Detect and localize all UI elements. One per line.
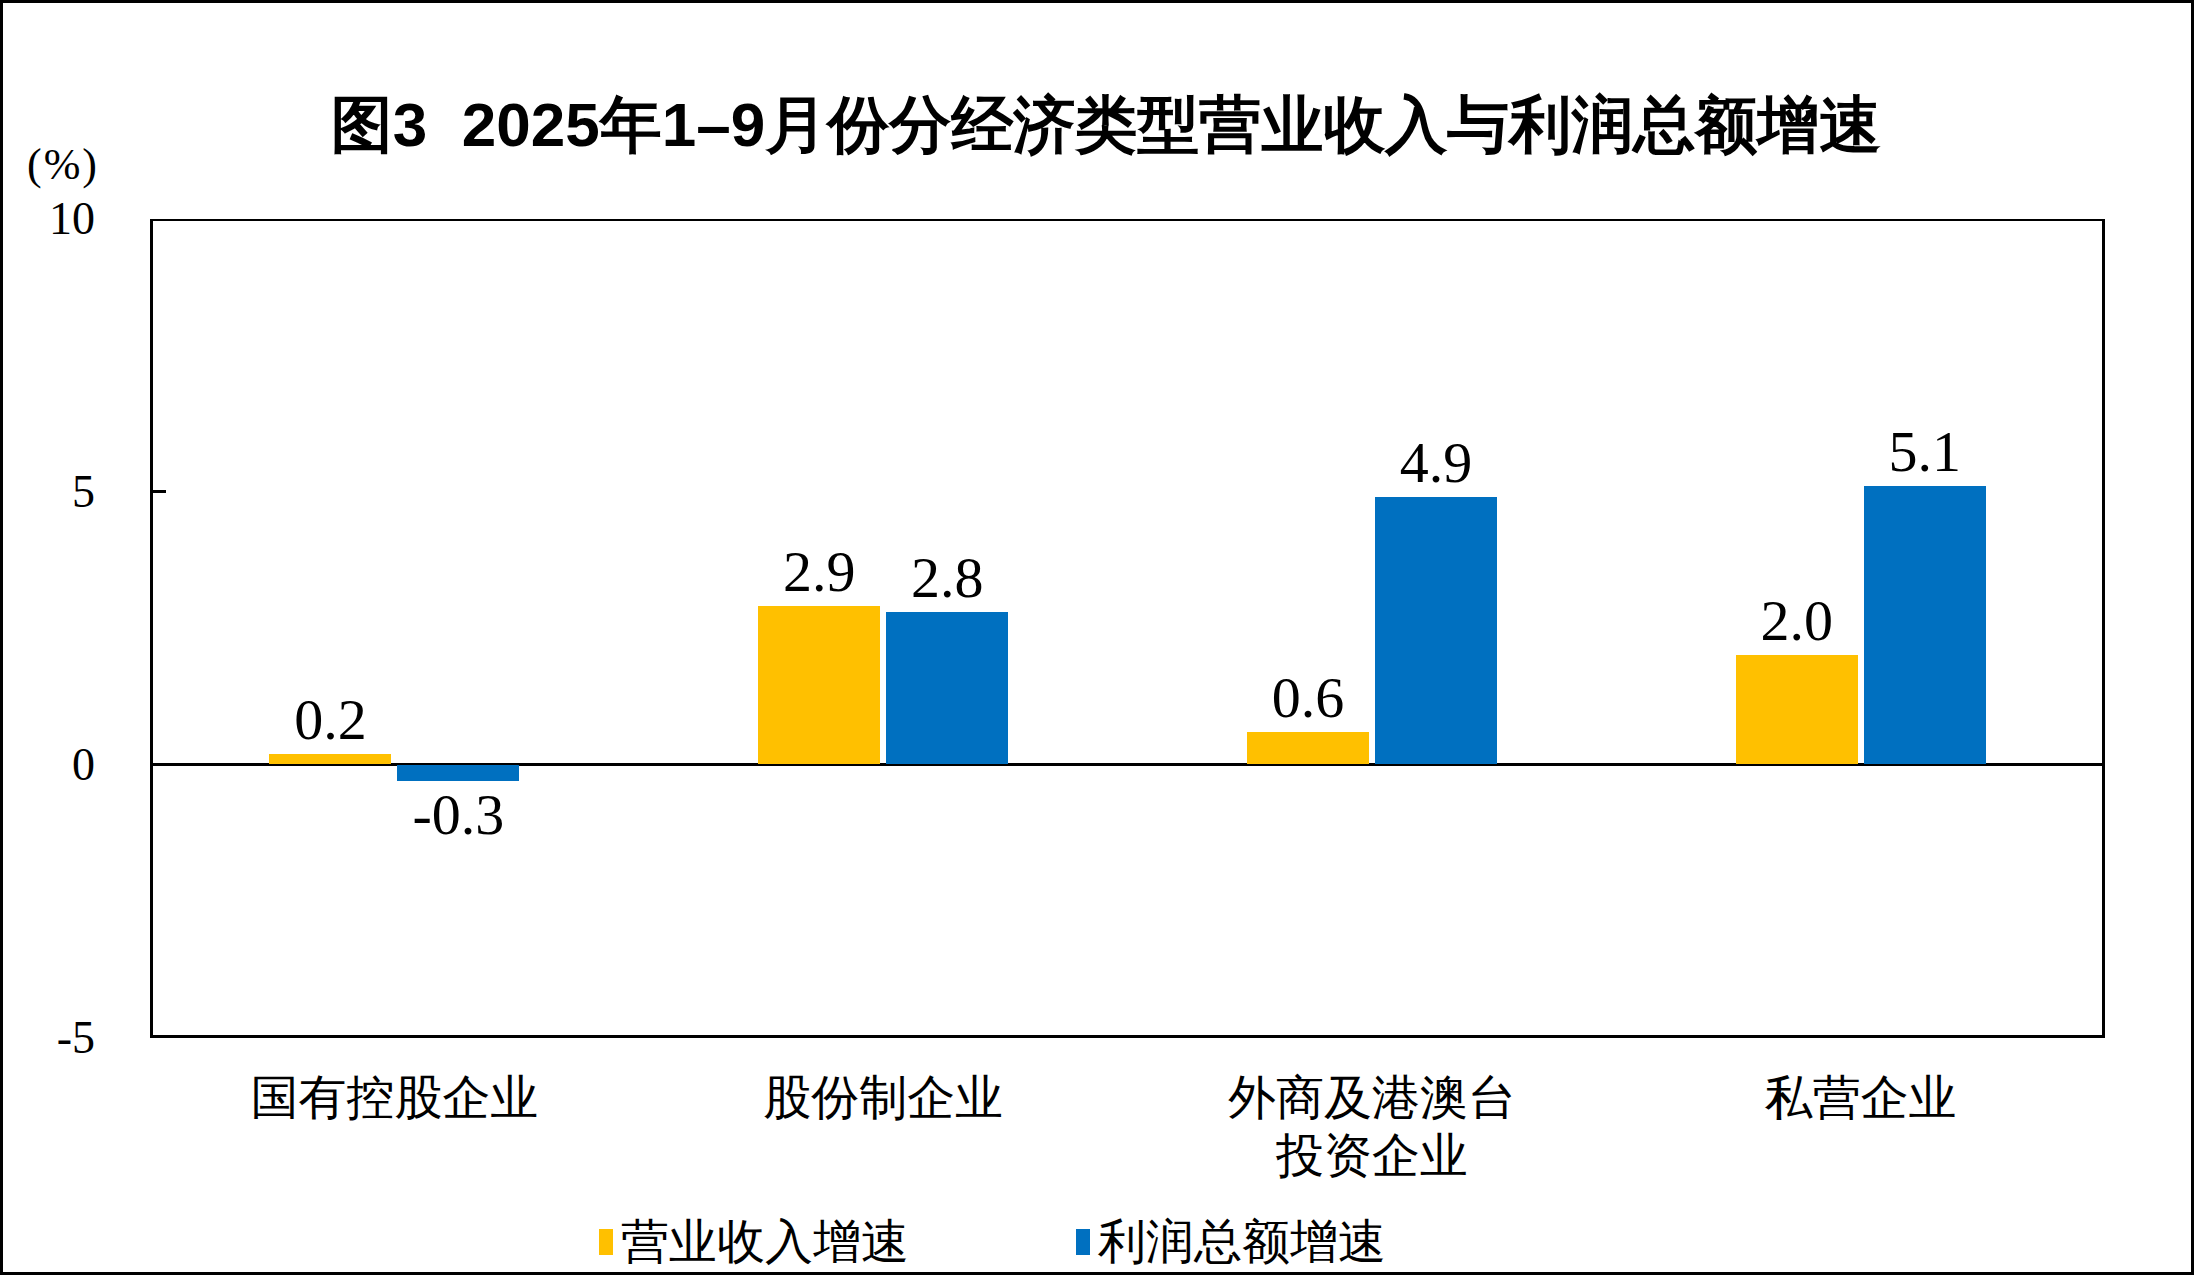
bar-value-label: 4.9 — [1336, 434, 1536, 492]
bar-利润总额增速-1 — [886, 612, 1008, 765]
y-axis-line — [150, 219, 153, 1038]
bar-营业收入增速-3 — [1736, 655, 1858, 764]
chart-canvas: 图3 2025年1–9月份分经济类型营业收入与利润总额增速 (%) 营业收入增速… — [0, 0, 2194, 1275]
legend-label-profit: 利润总额增速 — [1098, 1210, 1386, 1274]
bar-value-label: 0.2 — [230, 691, 430, 749]
legend-item-profit: 利润总额增速 — [1076, 1217, 1386, 1267]
plot-border-top — [150, 219, 2105, 221]
bar-营业收入增速-1 — [758, 606, 880, 764]
bar-value-label: 5.1 — [1825, 423, 2025, 481]
category-label-0: 国有控股企业 — [149, 1069, 639, 1127]
bar-利润总额增速-2 — [1375, 497, 1497, 765]
category-label-3: 私营企业 — [1616, 1069, 2106, 1127]
plot-border-right — [2102, 219, 2105, 1038]
bar-利润总额增速-0 — [397, 765, 519, 781]
plot-border-bottom — [150, 1035, 2105, 1038]
y-tick-label--5: -5 — [3, 1015, 95, 1061]
category-label-2: 外商及港澳台投资企业 — [1127, 1069, 1617, 1185]
legend-marker-profit — [1076, 1229, 1090, 1255]
y-tick-mark-5 — [150, 490, 166, 493]
category-label-1: 股份制企业 — [638, 1069, 1128, 1127]
bar-营业收入增速-2 — [1247, 732, 1369, 765]
bar-value-label: 2.8 — [847, 549, 1047, 607]
bar-利润总额增速-3 — [1864, 486, 1986, 764]
bar-value-label: -0.3 — [358, 786, 558, 844]
legend-marker-revenue — [599, 1229, 613, 1255]
y-tick-label-10: 10 — [3, 196, 95, 242]
legend-label-revenue: 营业收入增速 — [621, 1210, 909, 1274]
legend-item-revenue: 营业收入增速 — [599, 1217, 909, 1267]
y-tick-label-5: 5 — [3, 469, 95, 515]
y-axis-unit-label: (%) — [13, 139, 113, 190]
y-tick-label-0: 0 — [3, 742, 95, 788]
chart-title: 图3 2025年1–9月份分经济类型营业收入与利润总额增速 — [128, 89, 2084, 161]
bar-营业收入增速-0 — [269, 754, 391, 765]
